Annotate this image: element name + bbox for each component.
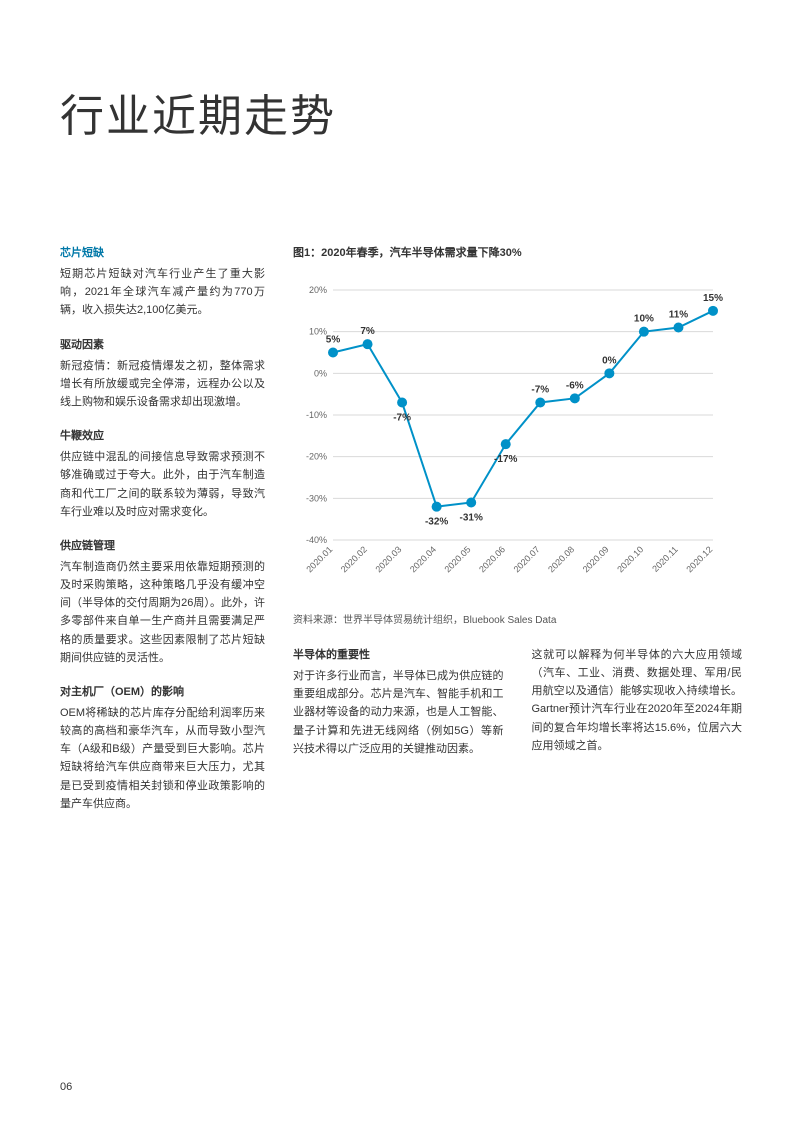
svg-text:2020.03: 2020.03 [373,544,403,574]
svg-text:7%: 7% [360,326,375,337]
right-area: 图1：2020年春季，汽车半导体需求量下降30% -40% -30% -20% -10… [293,244,742,829]
svg-text:-20%: -20% [306,452,327,462]
content-area: 芯片短缺 短期芯片短缺对汽车行业产生了重大影响，2021年全球汽车减产量约为77… [60,244,742,829]
svg-text:2020.05: 2020.05 [443,544,473,574]
heading-drivers: 驱动因素 [60,336,265,354]
heading-semiconductor-importance: 半导体的重要性 [293,646,504,664]
bottom-columns: 半导体的重要性 对于许多行业而言，半导体已成为供应链的重要组成部分。芯片是汽车、… [293,646,742,758]
section-bullwhip: 牛鞭效应 供应链中混乱的间接信息导致需求预测不够准确或过于夸大。此外，由于汽车制… [60,427,265,521]
svg-text:15%: 15% [703,293,723,304]
svg-text:2020.10: 2020.10 [615,544,645,574]
svg-text:10%: 10% [309,327,327,337]
page-title: 行业近期走势 [60,80,742,144]
svg-text:-31%: -31% [460,513,483,524]
svg-text:-7%: -7% [531,385,549,396]
body-chip-shortage: 短期芯片短缺对汽车行业产生了重大影响，2021年全球汽车减产量约为770万辆，收… [60,265,265,319]
heading-chip-shortage: 芯片短缺 [60,244,265,262]
svg-text:2020.06: 2020.06 [477,544,507,574]
svg-text:0%: 0% [314,368,327,378]
section-chip-shortage: 芯片短缺 短期芯片短缺对汽车行业产生了重大影响，2021年全球汽车减产量约为77… [60,244,265,320]
svg-text:0%: 0% [602,355,617,366]
svg-text:5%: 5% [326,335,341,346]
section-oem-impact: 对主机厂（OEM）的影响 OEM将稀缺的芯片库存分配给利润率历来较高的高档和豪华… [60,683,265,813]
svg-text:-6%: -6% [566,380,584,391]
svg-text:2020.08: 2020.08 [546,544,576,574]
body-drivers: 新冠疫情：新冠疫情爆发之初，整体需求增长有所放缓或完全停滞，远程办公以及线上购物… [60,357,265,411]
body-semiconductor-importance: 对于许多行业而言，半导体已成为供应链的重要组成部分。芯片是汽车、智能手机和工业器… [293,667,504,758]
heading-bullwhip: 牛鞭效应 [60,427,265,445]
body-oem-impact: OEM将稀缺的芯片库存分配给利润率历来较高的高档和豪华汽车，从而导致小型汽车（A… [60,704,265,813]
svg-text:2020.09: 2020.09 [581,544,611,574]
chart-title: 图1：2020年春季，汽车半导体需求量下降30% [293,244,742,260]
bottom-col-1: 半导体的重要性 对于许多行业而言，半导体已成为供应链的重要组成部分。芯片是汽车、… [293,646,504,758]
svg-text:2020.04: 2020.04 [408,544,438,574]
svg-text:11%: 11% [669,310,689,321]
svg-text:2020.01: 2020.01 [304,544,334,574]
svg-text:2020.11: 2020.11 [650,544,680,574]
semiconductor-demand-chart: -40%-30%-20%-10%0%10%20%2020.012020.0220… [293,270,733,600]
svg-text:-7%: -7% [393,413,411,424]
section-supply-chain: 供应链管理 汽车制造商仍然主要采用依靠短期预测的及时采购策略，这种策略几乎没有缓… [60,537,265,667]
svg-text:-32%: -32% [425,517,448,528]
svg-text:-10%: -10% [306,410,327,420]
svg-text:2020.07: 2020.07 [512,544,542,574]
heading-supply-chain: 供应链管理 [60,537,265,555]
svg-text:-17%: -17% [494,454,517,465]
svg-text:2020.02: 2020.02 [339,544,369,574]
body-growth-forecast: 这就可以解释为何半导体的六大应用领域（汽车、工业、消费、数据处理、军用/民用航空… [532,646,743,755]
svg-text:-30%: -30% [306,493,327,503]
svg-text:2020.12: 2020.12 [684,544,714,574]
bottom-col-2: 这就可以解释为何半导体的六大应用领域（汽车、工业、消费、数据处理、军用/民用航空… [532,646,743,758]
page-number: 06 [60,1081,72,1093]
heading-oem-impact: 对主机厂（OEM）的影响 [60,683,265,701]
chart-source: 资料来源：世界半导体贸易统计组织，Bluebook Sales Data [293,611,742,626]
svg-text:-40%: -40% [306,535,327,545]
body-bullwhip: 供应链中混乱的间接信息导致需求预测不够准确或过于夸大。此外，由于汽车制造商和代工… [60,448,265,521]
svg-text:20%: 20% [309,285,327,295]
svg-text:10%: 10% [634,314,654,325]
section-drivers: 驱动因素 新冠疫情：新冠疫情爆发之初，整体需求增长有所放缓或完全停滞，远程办公以… [60,336,265,412]
chart-wrapper: -40%-30%-20%-10%0%10%20%2020.012020.0220… [293,270,742,605]
body-supply-chain: 汽车制造商仍然主要采用依靠短期预测的及时采购策略，这种策略几乎没有缓冲空间（半导… [60,558,265,667]
left-column: 芯片短缺 短期芯片短缺对汽车行业产生了重大影响，2021年全球汽车减产量约为77… [60,244,265,829]
